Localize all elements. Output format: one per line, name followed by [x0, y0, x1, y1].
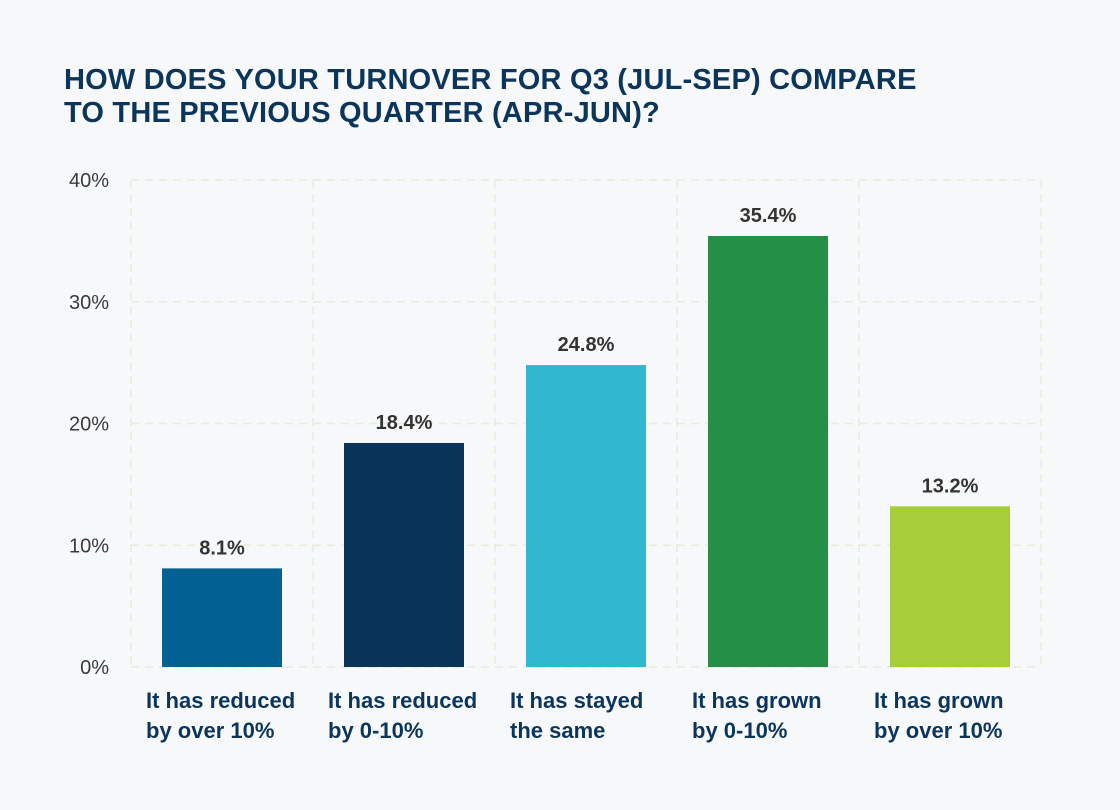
category-label: It has stayed the same — [510, 688, 643, 743]
category-label: It has grown by 0-10% — [692, 688, 822, 743]
bar — [162, 568, 282, 667]
category-label: It has reduced by over 10% — [146, 688, 295, 743]
x-axis: It has reduced by over 10% It has reduced b… — [146, 688, 1004, 743]
bar — [344, 442, 464, 667]
chart-title: HOW DOES YOUR TURNOVER FOR Q3 (JUL-SEP) … — [64, 64, 1064, 130]
chart-title-line-1: HOW DOES YOUR TURNOVER FOR Q3 (JUL-SEP) … — [64, 64, 917, 96]
y-tick-label: 10% — [69, 535, 109, 557]
y-tick-label: 20% — [69, 414, 109, 436]
y-axis: 0% 10% 20% 30% 40% — [69, 170, 109, 679]
bar — [708, 236, 828, 667]
data-label: 13.2% — [922, 475, 979, 497]
data-label: 18.4% — [376, 412, 433, 434]
data-label: 24.8% — [558, 334, 615, 356]
data-label: 35.4% — [740, 205, 797, 227]
bars — [162, 236, 1010, 667]
category-label: It has grown by over 10% — [874, 688, 1004, 743]
chart-title-line-2: TO THE PREVIOUS QUARTER (APR-JUN)? — [64, 97, 660, 129]
bar — [526, 365, 646, 667]
data-label: 8.1% — [199, 537, 245, 559]
data-labels: 8.1% 18.4% 24.8% 35.4% 13.2% — [199, 205, 978, 559]
y-tick-label: 40% — [69, 170, 109, 192]
y-tick-label: 30% — [69, 292, 109, 314]
category-label: It has reduced by 0-10% — [328, 688, 477, 743]
bar — [890, 506, 1010, 667]
y-tick-label: 0% — [80, 657, 109, 679]
